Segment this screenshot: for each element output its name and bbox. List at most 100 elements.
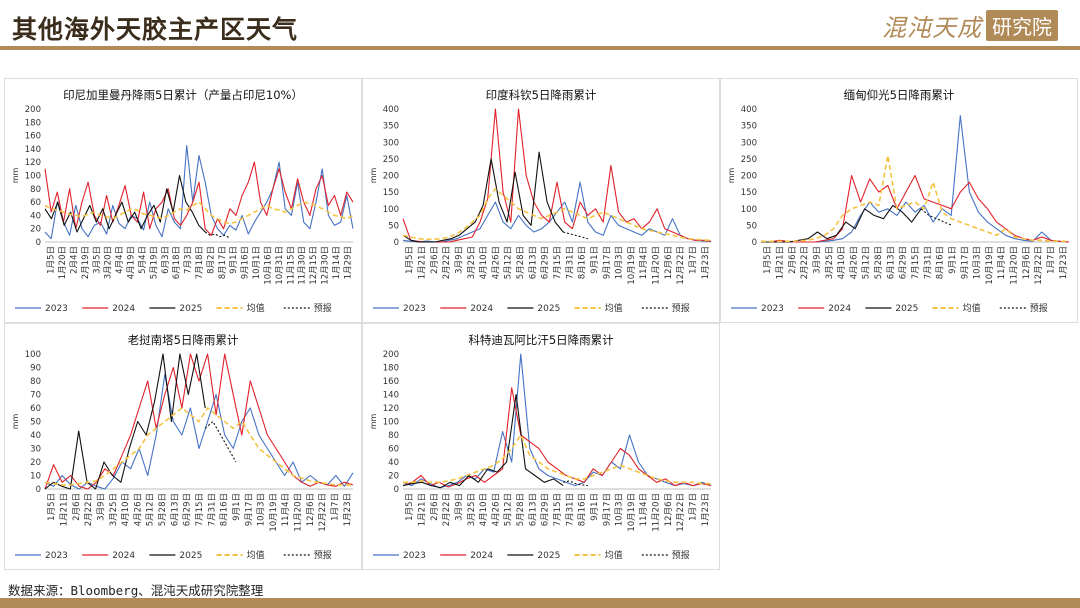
chart-panel-4: 老挝南塔5日降雨累计 mm 0 10 20 30 40 50 60 70 80 90 100 1月5日 1月… [4, 323, 362, 570]
chart-title: 缅甸仰光5日降雨累计 [844, 88, 955, 102]
series-line-y2023 [44, 145, 354, 240]
y-tick-label: 40 [30, 211, 41, 221]
page-title: 其他海外天胶主产区天气 [12, 15, 299, 44]
y-tick-label: 200 [383, 172, 399, 182]
x-tick-label: 4月19日 [127, 246, 137, 279]
x-tick-label: 12月6日 [664, 493, 674, 526]
series-line-y2025 [44, 353, 206, 490]
x-tick-label: 8月16日 [578, 246, 588, 279]
y-tick-label: 150 [383, 188, 399, 198]
x-tick-label: 1月20日 [58, 246, 68, 279]
x-tick-label: 3月9日 [454, 246, 464, 274]
series-line-forecast [563, 231, 588, 240]
legend-label-y2025: 2025 [179, 551, 202, 561]
brand-logo: 混沌天成 研究院 [882, 8, 1058, 42]
series-line-y2024 [402, 108, 712, 243]
y-tick-label: 50 [746, 221, 757, 231]
x-tick-label: 9月1日 [590, 493, 600, 521]
x-tick-label: 4月10日 [479, 246, 489, 279]
x-tick-label: 10月1日 [252, 246, 262, 279]
series-line-avg [44, 201, 354, 225]
y-axis-label: mm [11, 168, 20, 184]
x-tick-label: 5月28日 [158, 493, 168, 526]
y-tick-label: 20 [30, 225, 41, 235]
y-tick-label: 30 [30, 445, 41, 455]
y-tick-label: 10 [30, 472, 41, 482]
chart-panel-3: 缅甸仰光5日降雨累计 mm 0 50 100 150 200 250 300 350 400 1月5日… [720, 78, 1078, 323]
x-tick-label: 4月26日 [491, 246, 501, 279]
x-tick-label: 1月14日 [332, 246, 342, 279]
x-tick-label: 11月20日 [294, 493, 304, 532]
x-tick-label: 12月6日 [306, 493, 316, 526]
x-tick-label: 10月19日 [627, 493, 637, 532]
x-tick-label: 3月25日 [467, 493, 477, 526]
x-tick-label: 1月5日 [47, 246, 57, 274]
y-axis-label: mm [369, 168, 378, 184]
y-axis-label: mm [369, 414, 378, 430]
legend-label-avg: 均值 [605, 549, 623, 561]
x-tick-label: 4月10日 [837, 246, 847, 279]
y-tick-label: 100 [25, 172, 41, 182]
legend-label-y2025: 2025 [537, 551, 560, 561]
source-note: 数据来源：Bloomberg、混沌天成研究院整理 [8, 583, 264, 598]
series-line-y2023 [761, 115, 1070, 243]
series-line-y2023 [44, 373, 354, 490]
x-tick-label: 7月18日 [195, 246, 205, 279]
x-tick-label: 8月2日 [206, 246, 216, 274]
x-tick-label: 11月4日 [281, 493, 291, 526]
x-tick-label: 9月17日 [244, 493, 254, 526]
x-tick-label: 7月31日 [923, 246, 933, 279]
x-tick-label: 8月16日 [578, 493, 588, 526]
series-line-forecast [204, 420, 237, 463]
x-tick-label: 12月30日 [320, 246, 330, 285]
y-tick-label: 0 [394, 485, 399, 495]
x-tick-label: 2月6日 [788, 246, 798, 274]
y-tick-label: 180 [383, 364, 399, 374]
x-tick-label: 9月17日 [960, 246, 970, 279]
x-tick-label: 5月28日 [516, 246, 526, 279]
series-line-forecast [204, 231, 231, 239]
x-tick-label: 8月16日 [220, 493, 230, 526]
series-line-y2023 [402, 353, 712, 489]
y-tick-label: 0 [36, 238, 41, 248]
x-tick-label: 1月5日 [763, 246, 773, 274]
legend-label-forecast: 预报 [314, 549, 332, 561]
y-tick-label: 400 [383, 105, 399, 115]
y-tick-label: 100 [383, 205, 399, 215]
x-tick-label: 7月15日 [195, 493, 205, 526]
y-tick-label: 60 [388, 445, 399, 455]
series-line-y2025 [761, 204, 922, 243]
x-tick-label: 1月5日 [47, 493, 57, 521]
chart-title: 老挝南塔5日降雨累计 [128, 333, 239, 347]
y-tick-label: 20 [30, 458, 41, 468]
x-tick-label: 2月6日 [430, 493, 440, 521]
x-tick-label: 2月22日 [84, 493, 94, 526]
series-line-avg [761, 154, 1069, 243]
x-tick-label: 10月3日 [615, 493, 625, 526]
legend-label-y2025: 2025 [179, 304, 202, 314]
chart-svg: 科特迪瓦阿比汗5日降雨累计 mm 0 20 40 60 80 100 120 140 160 180 2… [369, 333, 712, 561]
y-tick-label: 120 [383, 404, 399, 414]
x-tick-label: 11月20日 [652, 493, 662, 532]
series-line-y2025 [402, 393, 564, 489]
chart-title: 印尼加里曼丹降雨5日累计（产量占印尼10%） [63, 88, 303, 102]
legend-label-avg: 均值 [963, 302, 981, 314]
x-tick-label: 2月19日 [81, 246, 91, 279]
y-tick-label: 200 [383, 350, 399, 360]
y-tick-label: 400 [741, 105, 757, 115]
x-tick-label: 10月19日 [985, 246, 995, 285]
x-tick-label: 1月23日 [701, 246, 711, 279]
y-tick-label: 50 [388, 221, 399, 231]
x-tick-label: 3月25日 [467, 246, 477, 279]
x-tick-label: 7月31日 [207, 493, 217, 526]
y-axis-label: mm [11, 414, 20, 430]
x-tick-label: 5月28日 [516, 493, 526, 526]
x-tick-label: 9月17日 [602, 246, 612, 279]
x-tick-label: 9月1日 [590, 246, 600, 274]
x-tick-label: 6月29日 [541, 493, 551, 526]
x-tick-label: 5月12日 [504, 246, 514, 279]
x-tick-label: 2月6日 [430, 246, 440, 274]
legend-label-y2024: 2024 [112, 551, 135, 561]
series-line-y2024 [402, 387, 712, 488]
